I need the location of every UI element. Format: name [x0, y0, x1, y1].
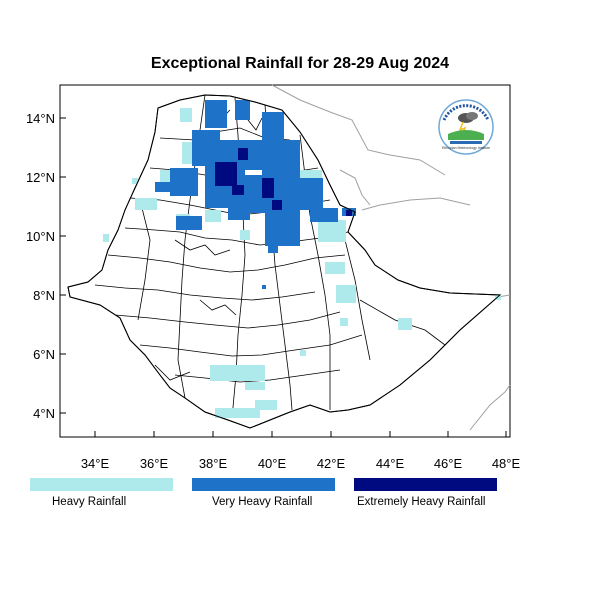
- x-tick-label: 46°E: [434, 456, 463, 471]
- legend-swatch-very-heavy: [192, 478, 335, 491]
- y-tick-label: 8°N: [33, 288, 55, 303]
- legend-swatch-heavy: [30, 478, 173, 491]
- ethiopian-meteorology-institute-logo: Ethiopian Meteorology Institute: [438, 99, 494, 155]
- x-tick-label: 38°E: [199, 456, 228, 471]
- x-tick-label: 48°E: [492, 456, 521, 471]
- neighbor-borders: [271, 84, 511, 431]
- x-tick-label: 34°E: [81, 456, 110, 471]
- extremely-heavy-rainfall-areas: [215, 148, 352, 216]
- x-tick-label: 40°E: [258, 456, 287, 471]
- legend-label-heavy: Heavy Rainfall: [52, 496, 127, 508]
- legend-swatch-extreme: [354, 478, 497, 491]
- legend-label-very-heavy: Very Heavy Rainfall: [212, 496, 313, 508]
- logo-text: Ethiopian Meteorology Institute: [442, 146, 490, 150]
- x-tick-label: 36°E: [140, 456, 169, 471]
- map-title: Exceptional Rainfall for 28-29 Aug 2024: [150, 55, 450, 72]
- legend-label-extreme: Extremely Heavy Rainfall: [357, 496, 486, 508]
- plot-frame: [59, 84, 511, 438]
- y-tick-label: 10°N: [26, 229, 55, 244]
- axis-ticks: [60, 117, 507, 437]
- x-tick-label: 42°E: [317, 456, 346, 471]
- y-tick-label: 6°N: [33, 347, 55, 362]
- y-tick-label: 14°N: [26, 111, 55, 126]
- ethiopia-border-overlay: [67, 94, 502, 429]
- x-tick-label: 44°E: [376, 456, 405, 471]
- y-tick-label: 4°N: [33, 406, 55, 421]
- y-tick-label: 12°N: [26, 170, 55, 185]
